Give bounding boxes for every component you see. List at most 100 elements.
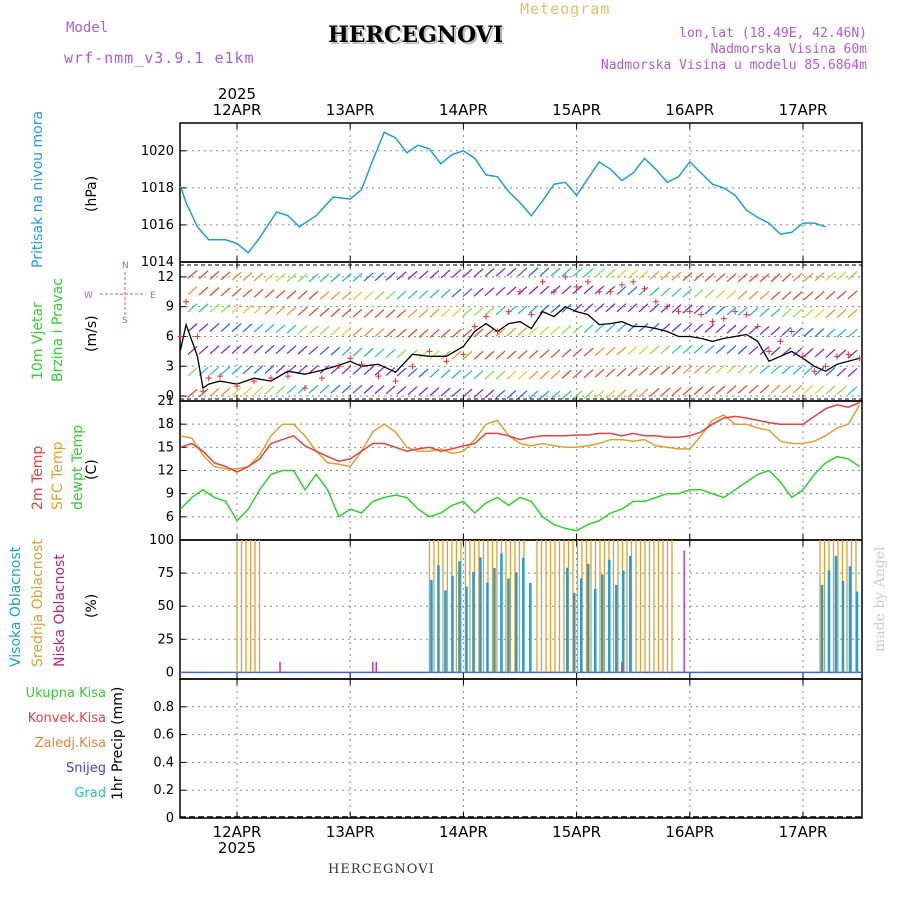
wind-arrow: [330, 384, 341, 394]
wind-arrow: [517, 286, 528, 295]
precip-unit-label: 1hr Precip (mm): [110, 686, 126, 800]
wind-arrow: [792, 272, 803, 282]
wind-arrow: [429, 329, 440, 338]
wind-arrow: [616, 303, 627, 313]
wind-arrow: [660, 366, 671, 375]
wind-arrow: [385, 348, 396, 358]
wind-arrow: [781, 365, 792, 375]
gust-marker: [443, 358, 450, 365]
wind-arrow: [517, 305, 528, 315]
wind-arrow: [209, 345, 220, 355]
wind-arrow: [308, 307, 319, 317]
wind-arrow: [759, 291, 770, 300]
wind-arrow: [627, 269, 638, 279]
wind-arrow: [264, 344, 275, 354]
gust-marker: [607, 288, 614, 295]
gust-marker: [335, 363, 342, 370]
cloud-axis-label: Srednja Oblacnost: [30, 539, 46, 667]
wind-arrow: [825, 348, 836, 358]
wind-arrow: [220, 323, 231, 332]
wind-arrow: [407, 328, 418, 338]
wind-arrow: [561, 303, 572, 313]
wind-arrow: [209, 366, 220, 376]
wind-arrow: [308, 325, 319, 335]
sfc-temp-line: [180, 404, 861, 470]
wind-arrow: [770, 384, 781, 394]
wind-arrow: [638, 286, 649, 296]
wind-arrow: [726, 290, 737, 300]
wind-arrow: [594, 323, 605, 333]
wind-arrow: [506, 286, 517, 296]
gust-marker: [347, 355, 354, 362]
y-tick-label: 12: [157, 464, 174, 479]
footer-station: HERCEGNOVI: [328, 862, 435, 877]
wind-arrow: [847, 386, 858, 396]
wind-arrow: [704, 289, 715, 299]
wind-arrow: [737, 364, 748, 374]
wind-arrow: [737, 290, 748, 300]
wind-arrow: [836, 290, 847, 300]
wind-arrow: [561, 325, 572, 334]
wind-arrow: [814, 272, 825, 282]
wind-arrow: [231, 323, 242, 333]
wind-arrow: [770, 326, 781, 336]
gust-marker: [573, 283, 580, 290]
wind-arrow: [374, 366, 385, 376]
y-tick-label: 0.2: [153, 783, 174, 798]
wind-arrow: [704, 344, 715, 354]
gust-marker: [811, 368, 818, 375]
wind-arrow: [660, 387, 671, 397]
wind-arrow: [286, 324, 297, 334]
wind-arrow: [264, 272, 275, 282]
wind-arrow: [440, 269, 451, 279]
wind-arrow: [187, 323, 198, 333]
wind-arrow: [715, 345, 726, 354]
precip-legend-label: Grad: [74, 786, 106, 801]
wind-arrow: [308, 345, 319, 355]
gust-marker: [194, 333, 201, 340]
wind-arrow: [814, 328, 825, 338]
panel-frame: [179, 122, 863, 263]
wind-arrow: [242, 365, 253, 375]
wind-arrow: [418, 386, 429, 396]
x-day-label-top: 12APR: [213, 101, 262, 119]
wind-arrow: [715, 306, 726, 315]
wind-arrow: [616, 285, 627, 295]
y-tick-label: 1020: [141, 144, 174, 159]
wind-arrow: [451, 350, 462, 360]
y-tick-label: 0.8: [153, 700, 174, 715]
wind-arrow: [748, 307, 759, 317]
wind-arrow: [473, 307, 484, 317]
wind-arrow: [253, 323, 264, 333]
wind-arrow: [539, 285, 550, 295]
wind-arrow: [264, 289, 275, 299]
wind-arrow: [220, 366, 231, 375]
temp-axis-label: 2m Temp: [30, 445, 46, 510]
gust-marker: [528, 311, 535, 318]
wind-arrow: [506, 390, 517, 399]
y-tick-label: 50: [157, 599, 174, 614]
wind-arrow: [440, 289, 451, 298]
gust-marker: [318, 375, 325, 382]
wind-arrow: [297, 273, 308, 283]
wind-arrow: [627, 367, 638, 377]
wind-arrow: [682, 304, 693, 314]
wind-arrow: [693, 323, 704, 333]
gust-marker: [618, 281, 625, 288]
wind-arrow: [374, 348, 385, 358]
wind-arrow: [462, 388, 473, 398]
wind-arrow: [231, 365, 242, 375]
wind-arrow: [220, 271, 231, 281]
wind-arrow: [803, 291, 814, 301]
wind-arrow: [561, 369, 572, 379]
panel-frame: [179, 678, 863, 819]
compass-n: N: [122, 261, 129, 271]
wind-arrow: [440, 369, 451, 379]
gust-marker: [720, 315, 727, 322]
wind-arrow: [308, 273, 319, 283]
wind-arrow: [187, 303, 198, 313]
wind-arrow: [385, 385, 396, 395]
wind-arrow: [308, 364, 319, 374]
wind-arrow: [770, 365, 781, 375]
wind-arrow: [814, 309, 825, 319]
